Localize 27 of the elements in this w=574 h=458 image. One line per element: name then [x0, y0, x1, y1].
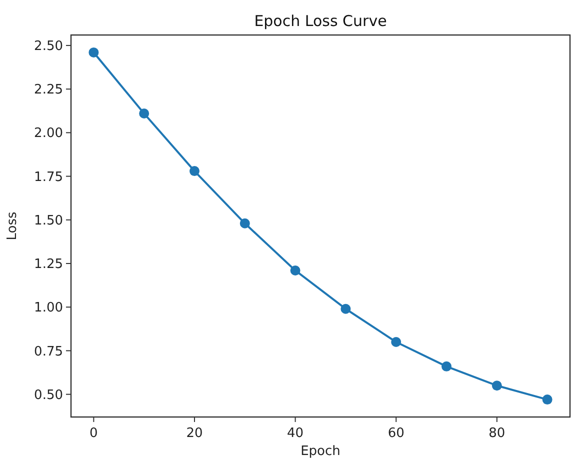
y-tick-label: 1.50 — [34, 213, 63, 228]
y-tick-label: 2.50 — [34, 39, 63, 54]
y-axis-title: Loss — [5, 212, 20, 240]
point — [542, 394, 552, 405]
y-tick-label: 0.75 — [34, 344, 63, 360]
y-tick-label: 2.00 — [34, 126, 63, 142]
x-axis-title: Epoch — [300, 444, 340, 458]
x-tick-label: 60 — [388, 426, 404, 441]
point — [290, 265, 300, 276]
point — [340, 304, 351, 314]
point — [240, 218, 250, 228]
point — [88, 47, 99, 58]
y-tick-label: 2.25 — [34, 82, 63, 98]
point — [442, 361, 452, 372]
y-tick-label: 1.00 — [34, 300, 63, 316]
x-tick-label: 20 — [186, 426, 203, 441]
x-tick-label: 80 — [488, 426, 506, 441]
point — [139, 108, 150, 118]
y-tick-label: 1.25 — [34, 257, 63, 272]
y-tick-label: 1.75 — [34, 170, 63, 185]
x-tick-label: 40 — [287, 426, 304, 441]
point — [492, 380, 502, 391]
x-tick-label: 0 — [90, 426, 98, 441]
point — [391, 336, 402, 347]
y-tick-label: 0.50 — [34, 388, 63, 403]
chart-title: Epoch Loss Curve — [254, 12, 387, 30]
point — [189, 166, 200, 176]
